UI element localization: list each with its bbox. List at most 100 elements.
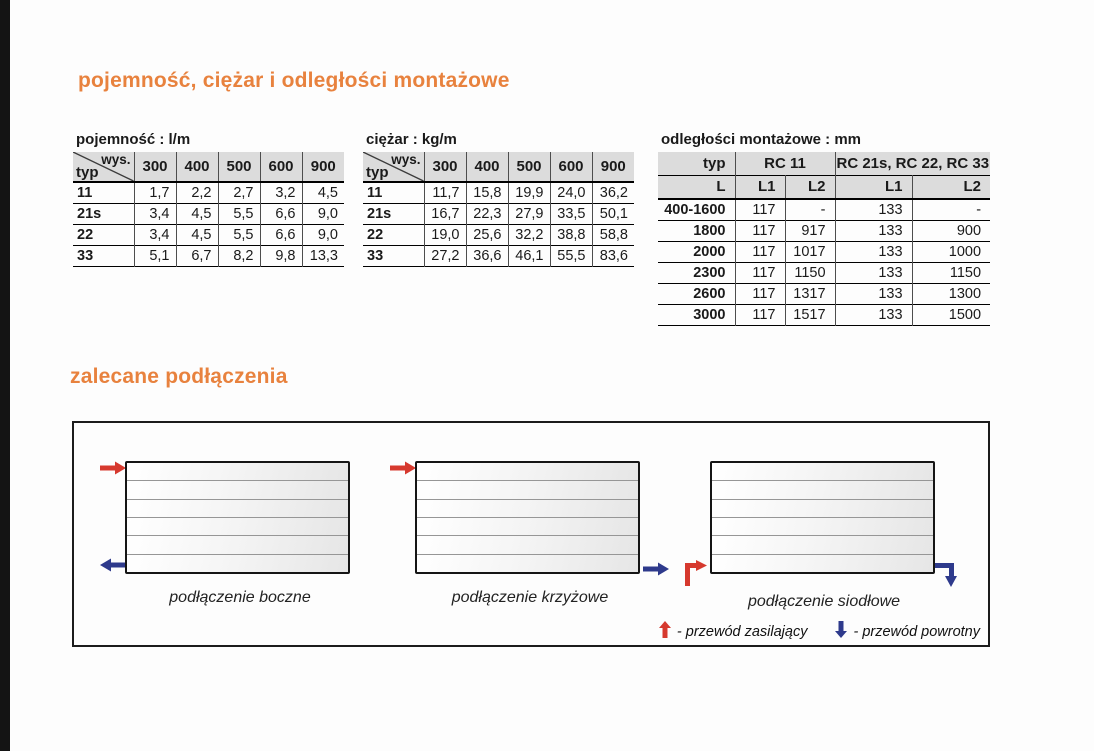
cell: 55,5 xyxy=(549,245,592,266)
return-arrow-down-icon xyxy=(835,621,848,642)
row-header: 11 xyxy=(367,184,383,201)
row-header: 21s xyxy=(77,205,102,222)
group-header: RC 11 xyxy=(734,152,836,175)
supply-arrow-right-icon xyxy=(390,461,416,480)
cell: 5,1 xyxy=(133,245,176,266)
column-header: 600 xyxy=(259,152,302,183)
radiator-slat xyxy=(417,516,638,536)
diagonal-line xyxy=(363,152,424,181)
cell: 6,6 xyxy=(259,224,302,245)
diagram-caption: podłączenie krzyżowe xyxy=(451,589,609,606)
row-header: 2000 xyxy=(693,243,726,260)
distance-table-section: odległości montażowe : mm typ RC 11 RC 2… xyxy=(658,131,991,326)
cell: 133 xyxy=(834,220,913,241)
weight-table-label: ciężar : kg/m xyxy=(366,131,457,148)
table-row: 2300 117 1150 133 1150 xyxy=(658,262,991,283)
cell: 1017 xyxy=(784,241,836,262)
row-header: 21s xyxy=(367,205,392,222)
cell: 16,7 xyxy=(423,203,466,224)
corner-top-label: wys. xyxy=(391,152,421,167)
radiator-diagram xyxy=(710,461,935,574)
cell: 83,6 xyxy=(591,245,634,266)
row-header: 2300 xyxy=(693,264,726,281)
diagram-caption: podłączenie boczne xyxy=(169,589,311,606)
radiator-slat xyxy=(712,480,933,499)
legend: - przewód zasilający - przewód powrotny xyxy=(658,621,980,642)
supply-elbow-arrow-icon xyxy=(683,560,707,592)
radiator-slat xyxy=(127,535,348,554)
table-row: 21s 16,7 22,3 27,9 33,5 50,1 xyxy=(363,203,634,224)
row-header: 400-1600 xyxy=(664,201,726,218)
cell: 1500 xyxy=(911,304,991,325)
return-elbow-arrow-icon xyxy=(933,561,959,593)
table-row: 33 27,2 36,6 46,1 55,5 83,6 xyxy=(363,245,634,266)
cell: 1150 xyxy=(911,262,991,283)
cell: 6,7 xyxy=(175,245,218,266)
cell: - xyxy=(784,199,836,220)
distance-table: typ RC 11 RC 21s, RC 22, RC 33 L L1 L2 L… xyxy=(658,152,991,326)
cell: 25,6 xyxy=(465,224,508,245)
column-header: 500 xyxy=(217,152,260,183)
corner-bottom-label: typ xyxy=(76,164,99,181)
sub-header: L1 xyxy=(834,175,913,199)
cell: 9,8 xyxy=(259,245,302,266)
return-arrow-left-icon xyxy=(100,558,126,577)
row-header: 33 xyxy=(367,247,384,264)
table-row: 2000 117 1017 133 1000 xyxy=(658,241,991,262)
cell: 900 xyxy=(911,220,991,241)
cell: 5,5 xyxy=(217,224,260,245)
cell: 917 xyxy=(784,220,836,241)
radiator-slat xyxy=(127,498,348,517)
cell: 1000 xyxy=(911,241,991,262)
sub-header: L1 xyxy=(734,175,785,199)
cell: 9,0 xyxy=(301,224,344,245)
cell: 2,2 xyxy=(175,182,218,203)
cell: 4,5 xyxy=(301,182,344,203)
cell: 50,1 xyxy=(591,203,634,224)
group-header: typ xyxy=(658,152,735,175)
cell: 32,2 xyxy=(507,224,550,245)
cell: 117 xyxy=(734,199,785,220)
row-header: 3000 xyxy=(693,306,726,323)
cell: 46,1 xyxy=(507,245,550,266)
cell: 133 xyxy=(834,241,913,262)
cell: - xyxy=(911,199,991,220)
table-row: 400-1600 117 - 133 - xyxy=(658,199,991,220)
cell: 13,3 xyxy=(301,245,344,266)
return-arrow-right-icon xyxy=(643,562,669,581)
cell: 133 xyxy=(834,283,913,304)
radiator-slat xyxy=(127,516,348,536)
cell: 117 xyxy=(734,220,785,241)
cell: 1,7 xyxy=(133,182,176,203)
legend-supply-item: - przewód zasilający xyxy=(658,621,808,642)
legend-supply-label: - przewód zasilający xyxy=(676,623,808,640)
row-header: 22 xyxy=(367,226,384,243)
corner-header: wys. typ xyxy=(73,152,134,183)
legend-return-item: - przewód powrotny xyxy=(835,621,980,642)
radiator-slat xyxy=(712,463,933,481)
radiator-slat xyxy=(127,463,348,481)
cell: 58,8 xyxy=(591,224,634,245)
column-header: 400 xyxy=(175,152,218,183)
column-header: 900 xyxy=(591,152,634,183)
distance-table-label: odległości montażowe : mm xyxy=(661,131,862,148)
cell: 1317 xyxy=(784,283,836,304)
radiator-slat xyxy=(712,498,933,517)
table-row: 21s 3,4 4,5 5,5 6,6 9,0 xyxy=(73,203,344,224)
corner-top-label: wys. xyxy=(101,152,131,167)
column-header: 400 xyxy=(465,152,508,183)
cell: 9,0 xyxy=(301,203,344,224)
diagram-caption: podłączenie siodłowe xyxy=(747,593,901,610)
table-row: 3000 117 1517 133 1500 xyxy=(658,304,991,325)
cell: 1300 xyxy=(911,283,991,304)
diagonal-line xyxy=(73,152,134,181)
cell: 3,4 xyxy=(133,224,176,245)
table-row: 1800 117 917 133 900 xyxy=(658,220,991,241)
table-row: 11 11,7 15,8 19,9 24,0 36,2 xyxy=(363,182,634,203)
cell: 3,2 xyxy=(259,182,302,203)
corner-bottom-label: typ xyxy=(366,164,389,181)
cell: 117 xyxy=(734,241,785,262)
section-title-tables: pojemność, ciężar i odległości montażowe xyxy=(78,69,510,92)
supply-arrow-right-icon xyxy=(100,461,126,480)
supply-arrow-up-icon xyxy=(658,621,671,642)
